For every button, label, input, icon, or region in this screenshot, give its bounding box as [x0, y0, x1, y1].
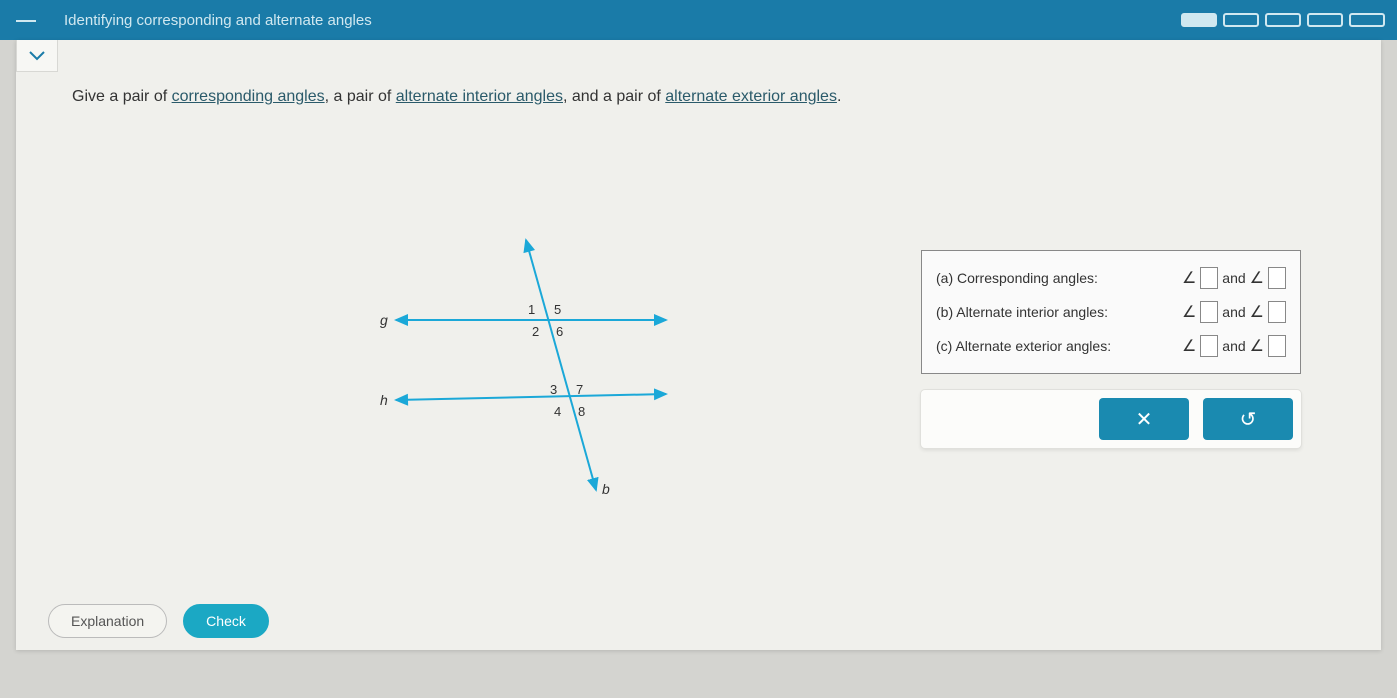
- header-bar: Identifying corresponding and alternate …: [0, 0, 1397, 40]
- chevron-down-icon: [29, 51, 45, 61]
- content-panel: Give a pair of corresponding angles, a p…: [16, 40, 1381, 650]
- question-part: , a pair of: [325, 88, 396, 105]
- menu-icon[interactable]: [16, 11, 40, 29]
- check-button[interactable]: Check: [183, 604, 269, 638]
- angle-input-b2[interactable]: [1268, 301, 1286, 323]
- question-part: , and a pair of: [563, 88, 665, 105]
- svg-text:2: 2: [532, 324, 539, 339]
- svg-text:4: 4: [554, 404, 561, 419]
- angle-input-c2[interactable]: [1268, 335, 1286, 357]
- angle-input-b1[interactable]: [1200, 301, 1218, 323]
- answer-row-b: (b) Alternate interior angles: ∠ and ∠: [936, 295, 1286, 329]
- angle-symbol-icon: ∠: [1182, 268, 1196, 288]
- term-link-alt-interior[interactable]: alternate interior angles: [396, 88, 563, 105]
- answer-inputs: ∠ and ∠: [1182, 267, 1286, 289]
- and-text: and: [1222, 304, 1245, 320]
- angle-diagram: ghb15263748: [366, 230, 706, 510]
- answer-label: (c) Alternate exterior angles:: [936, 338, 1111, 354]
- answer-inputs: ∠ and ∠: [1182, 301, 1286, 323]
- term-link-corresponding[interactable]: corresponding angles: [172, 88, 325, 105]
- answer-label: (a) Corresponding angles:: [936, 270, 1098, 286]
- term-link-alt-exterior[interactable]: alternate exterior angles: [665, 88, 837, 105]
- svg-text:8: 8: [578, 404, 585, 419]
- explanation-button[interactable]: Explanation: [48, 604, 167, 638]
- and-text: and: [1222, 270, 1245, 286]
- diagram-svg: ghb15263748: [366, 230, 706, 510]
- question-part: .: [837, 88, 841, 105]
- angle-input-c1[interactable]: [1200, 335, 1218, 357]
- svg-text:3: 3: [550, 382, 557, 397]
- svg-text:h: h: [380, 392, 388, 408]
- angle-symbol-icon: ∠: [1182, 336, 1196, 356]
- answer-inputs: ∠ and ∠: [1182, 335, 1286, 357]
- svg-text:g: g: [380, 312, 388, 328]
- question-part: Give a pair of: [72, 88, 172, 105]
- answer-row-a: (a) Corresponding angles: ∠ and ∠: [936, 261, 1286, 295]
- svg-text:7: 7: [576, 382, 583, 397]
- angle-symbol-icon: ∠: [1182, 302, 1196, 322]
- svg-text:b: b: [602, 481, 610, 497]
- reset-icon: ↺: [1240, 407, 1257, 432]
- clear-button[interactable]: ✕: [1099, 398, 1189, 440]
- question-text: Give a pair of corresponding angles, a p…: [16, 40, 1381, 106]
- progress-indicator: [1181, 13, 1385, 27]
- answer-label: (b) Alternate interior angles:: [936, 304, 1108, 320]
- lesson-title: Identifying corresponding and alternate …: [64, 12, 372, 29]
- reset-button[interactable]: ↺: [1203, 398, 1293, 440]
- angle-symbol-icon: ∠: [1250, 302, 1264, 322]
- svg-text:5: 5: [554, 302, 561, 317]
- svg-text:6: 6: [556, 324, 563, 339]
- progress-box: [1349, 13, 1385, 27]
- angle-input-a1[interactable]: [1200, 267, 1218, 289]
- progress-box: [1265, 13, 1301, 27]
- answer-row-c: (c) Alternate exterior angles: ∠ and ∠: [936, 329, 1286, 363]
- angle-symbol-icon: ∠: [1250, 268, 1264, 288]
- x-icon: ✕: [1136, 407, 1153, 432]
- answer-box: (a) Corresponding angles: ∠ and ∠ (b) Al…: [921, 250, 1301, 374]
- action-button-row: ✕ ↺: [921, 390, 1301, 448]
- bottom-button-bar: Explanation Check: [48, 604, 269, 638]
- progress-box: [1223, 13, 1259, 27]
- angle-symbol-icon: ∠: [1250, 336, 1264, 356]
- collapse-toggle[interactable]: [16, 40, 58, 72]
- angle-input-a2[interactable]: [1268, 267, 1286, 289]
- progress-box: [1181, 13, 1217, 27]
- progress-box: [1307, 13, 1343, 27]
- answer-panel: (a) Corresponding angles: ∠ and ∠ (b) Al…: [921, 250, 1301, 448]
- svg-text:1: 1: [528, 302, 535, 317]
- and-text: and: [1222, 338, 1245, 354]
